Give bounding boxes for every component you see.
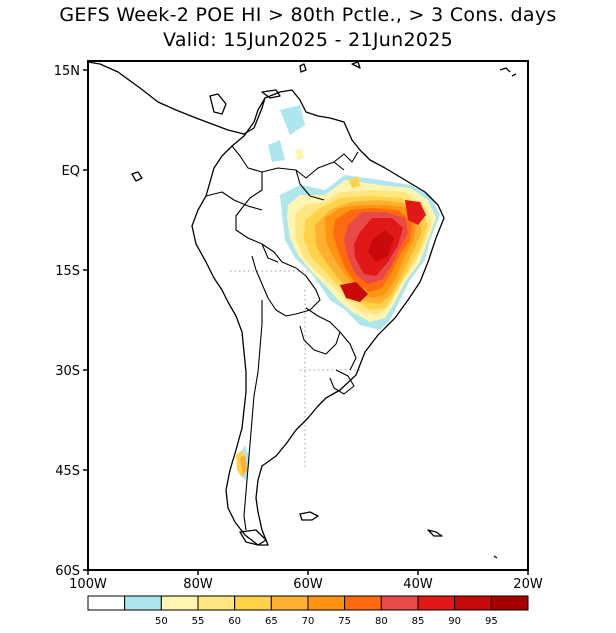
colorbar-label: 75: [338, 616, 351, 627]
map-title: GEFS Week-2 POE HI > 80th Pctle., > 3 Co…: [59, 4, 557, 26]
colorbar-label: 55: [192, 616, 205, 627]
colorbar-swatch: [124, 595, 162, 611]
lon-tick-label: 40W: [403, 577, 433, 592]
longitude-axis: 100W 80W 60W 40W 20W: [69, 570, 543, 592]
colorbar-label: 95: [485, 616, 498, 627]
colorbar: 50 55 60 65 70 75 80 85 90 95: [87, 595, 529, 627]
map-background: [88, 61, 528, 570]
lon-tick-label: 80W: [183, 577, 213, 592]
colorbar-swatch: [344, 595, 382, 611]
latitude-axis: 15N EQ 15S 30S 45S 60S: [54, 64, 88, 579]
lon-tick-label: 100W: [69, 577, 107, 592]
colorbar-label: 85: [412, 616, 425, 627]
lon-tick-label: 20W: [513, 577, 543, 592]
colorbar-swatch: [417, 595, 456, 611]
colorbar-swatch: [197, 595, 236, 611]
lon-tick-label: 60W: [293, 577, 323, 592]
colorbar-label: 60: [228, 616, 241, 627]
coastlines: [88, 61, 517, 559]
map-subtitle: Valid: 15Jun2025 - 21Jun2025: [163, 29, 453, 51]
colorbar-swatch: [87, 595, 126, 611]
lat-tick-label: 60S: [55, 564, 80, 579]
colorbar-label: 80: [375, 616, 388, 627]
probability-shading: [236, 105, 440, 480]
colorbar-label: 90: [448, 616, 461, 627]
lat-tick-label: 15N: [54, 64, 80, 79]
colorbar-label: 65: [265, 616, 278, 627]
colorbar-swatch: [307, 595, 346, 611]
colorbar-label: 70: [302, 616, 315, 627]
lat-tick-label: 15S: [55, 264, 80, 279]
lat-tick-label: EQ: [62, 164, 80, 179]
colorbar-swatch: [160, 595, 199, 611]
colorbar-label: 50: [155, 616, 168, 627]
colorbar-swatch: [454, 595, 492, 611]
lat-tick-label: 30S: [55, 364, 80, 379]
country-borders: [205, 145, 359, 531]
colorbar-swatch: [234, 595, 272, 611]
colorbar-swatch: [270, 595, 309, 611]
colorbar-swatch: [490, 595, 529, 611]
colorbar-swatch: [380, 595, 419, 611]
lat-tick-label: 45S: [55, 464, 80, 479]
